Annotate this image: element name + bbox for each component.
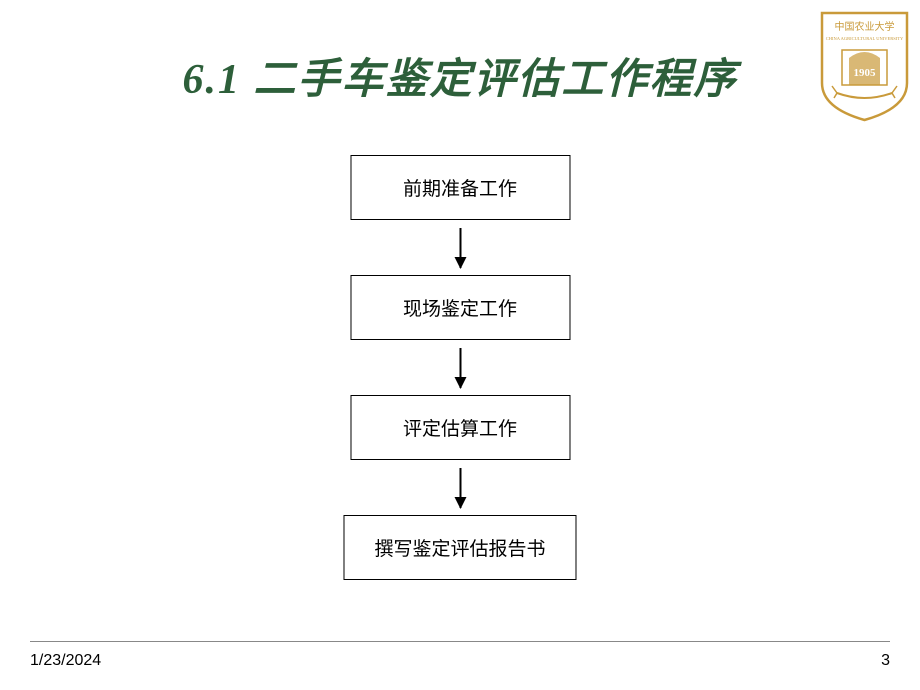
flow-node-2: 现场鉴定工作 [350, 275, 570, 340]
flow-node-3: 评定估算工作 [350, 395, 570, 460]
footer-divider [30, 641, 890, 642]
svg-text:中国农业大学: 中国农业大学 [835, 20, 895, 33]
flowchart-container: 前期准备工作 现场鉴定工作 评定估算工作 撰写鉴定评估报告书 [343, 155, 576, 580]
svg-text:1905: 1905 [854, 67, 877, 79]
flow-arrow-2 [459, 340, 461, 395]
flow-node-4: 撰写鉴定评估报告书 [343, 515, 576, 580]
footer-page-number: 3 [881, 652, 890, 670]
flow-node-1: 前期准备工作 [350, 155, 570, 220]
flow-arrow-1 [459, 220, 461, 275]
flow-arrow-3 [459, 460, 461, 515]
page-title: 6.1 二手车鉴定评估工作程序 [0, 0, 920, 106]
svg-text:CHINA AGRICULTURAL UNIVERSITY: CHINA AGRICULTURAL UNIVERSITY [826, 36, 904, 41]
university-logo: 中国农业大学 CHINA AGRICULTURAL UNIVERSITY 190… [817, 8, 912, 123]
footer-date: 1/23/2024 [30, 652, 101, 670]
